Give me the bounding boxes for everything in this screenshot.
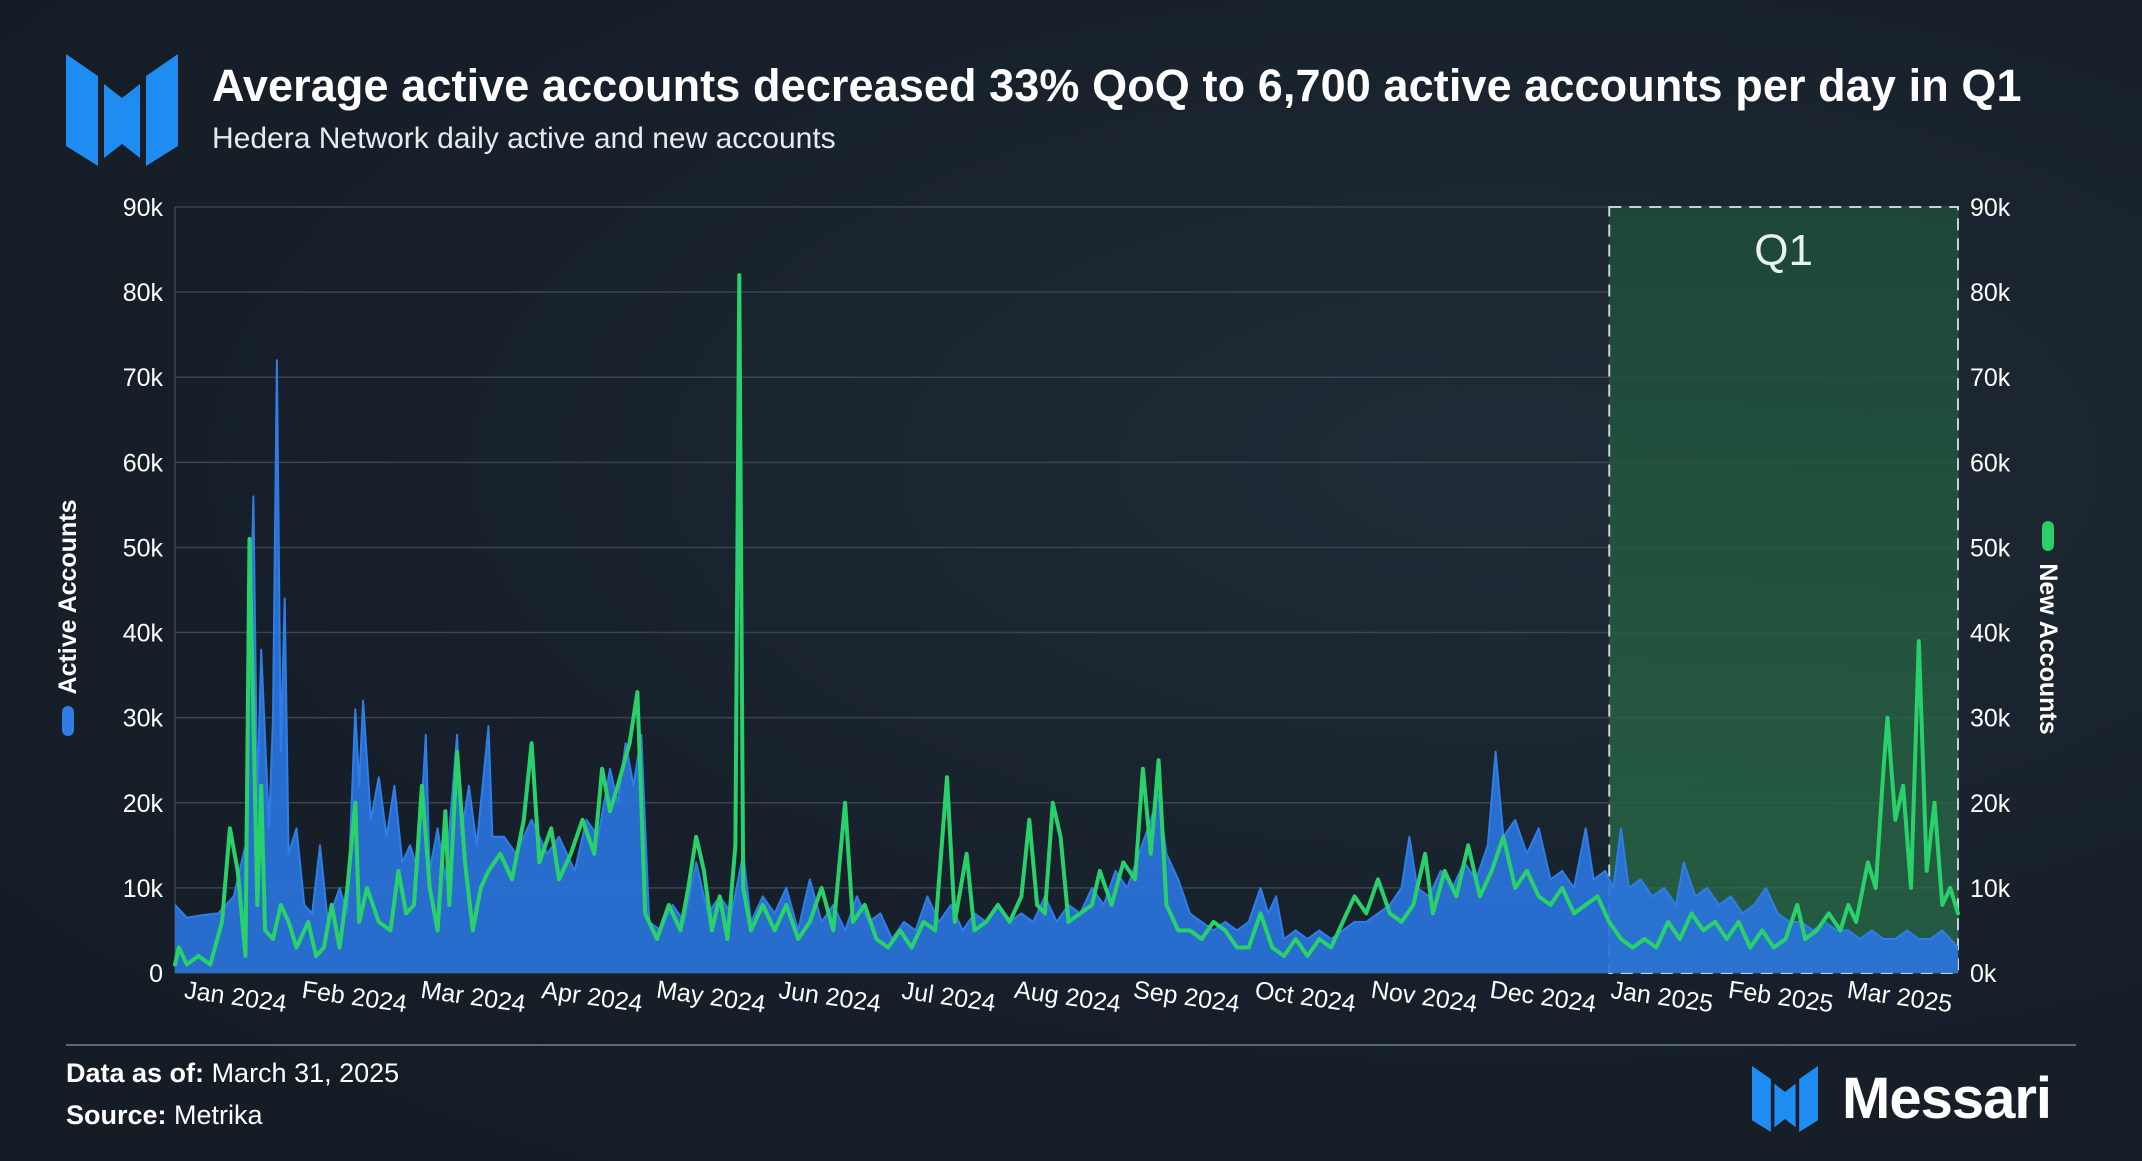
- x-tick-label: Jun 2024: [777, 976, 883, 1018]
- y-tick-right-label: 70k: [1970, 364, 2011, 392]
- y-tick-right-label: 40k: [1970, 620, 2011, 648]
- data-as-of-label: Data as of:: [66, 1058, 205, 1088]
- new-accounts-series: [173, 273, 1960, 967]
- chart-area: Q1 0 10k 20k 30k 40k 50k 60k 70k 80k 90k 0k 10k 20k…: [0, 180, 2142, 1050]
- active-accounts-legend-swatch: [62, 706, 74, 737]
- x-tick-label: Nov 2024: [1369, 976, 1479, 1019]
- y-tick-right-label: 60k: [1970, 449, 2011, 477]
- brand-name: Messari: [1842, 1066, 2052, 1131]
- data-as-of: Data as of: March 31, 2025: [66, 1058, 399, 1089]
- source-value: Metrika: [174, 1100, 263, 1130]
- q1-highlight: Q1: [1608, 206, 1959, 974]
- x-tick-label: Feb 2025: [1727, 976, 1836, 1018]
- x-tick-label: Oct 2024: [1253, 976, 1357, 1018]
- y-tick-right-label: 30k: [1970, 705, 2011, 733]
- messari-brand-icon: [1752, 1066, 1818, 1132]
- y-tick-left-label: 50k: [123, 534, 164, 562]
- chart-title: Average active accounts decreased 33% Qo…: [212, 60, 2022, 111]
- y-tick-right-label: 90k: [1970, 194, 2011, 222]
- x-tick-label: Jan 2024: [183, 976, 289, 1018]
- y-tick-right-label: 80k: [1970, 279, 2011, 307]
- source-label: Source:: [66, 1100, 167, 1130]
- x-tick-label: Sep 2024: [1132, 976, 1242, 1019]
- y-tick-left-label: 30k: [123, 705, 164, 733]
- y-axis-right-ticks: 0k 10k 20k 30k 40k 50k 60k 70k 80k 90k: [1970, 194, 2011, 988]
- y-tick-right-label: 50k: [1970, 534, 2011, 562]
- x-tick-label: Feb 2024: [300, 976, 409, 1018]
- y-tick-left-label: 60k: [123, 449, 164, 477]
- x-tick-label: Jul 2024: [900, 977, 998, 1018]
- y-axis-left-label: Active Accounts: [48, 488, 88, 748]
- x-tick-label: Jan 2025: [1609, 976, 1715, 1018]
- y-tick-left-label: 70k: [123, 364, 164, 392]
- new-accounts-line: [173, 273, 1960, 967]
- y-axis-left-title: Active Accounts: [53, 499, 82, 695]
- y-axis-right-label: New Accounts: [2028, 498, 2068, 758]
- chart-subtitle: Hedera Network daily active and new acco…: [212, 122, 836, 155]
- y-tick-left-label: 10k: [123, 875, 164, 903]
- y-tick-left-label: 20k: [123, 790, 164, 818]
- x-tick-label: Mar 2024: [419, 976, 528, 1018]
- y-tick-right-label: 20k: [1970, 790, 2011, 818]
- data-as-of-value: March 31, 2025: [211, 1058, 400, 1088]
- source: Source: Metrika: [66, 1100, 263, 1131]
- y-tick-right-label: 10k: [1970, 875, 2011, 903]
- q1-highlight-box: [1608, 206, 1959, 974]
- chart-header: Average active accounts decreased 33% Qo…: [0, 0, 2142, 200]
- messari-logo-icon: [66, 54, 178, 166]
- q1-highlight-label: Q1: [1754, 226, 1813, 275]
- new-accounts-legend-swatch: [2042, 521, 2054, 552]
- y-tick-right-label: 0k: [1970, 960, 1997, 988]
- y-tick-left-label: 40k: [123, 620, 164, 648]
- y-tick-left-label: 0: [149, 960, 163, 988]
- x-tick-label: Dec 2024: [1488, 976, 1598, 1019]
- y-axis-right-title: New Accounts: [2034, 563, 2063, 735]
- y-axis-left-ticks: 0 10k 20k 30k 40k 50k 60k 70k 80k 90k: [123, 194, 164, 988]
- x-tick-label: Aug 2024: [1013, 976, 1123, 1019]
- footer-divider: [66, 1044, 2076, 1046]
- x-axis-ticks: Jan 2024 Feb 2024 Mar 2024 Apr 2024 May 2024…: [183, 976, 1954, 1019]
- y-tick-left-label: 90k: [123, 194, 164, 222]
- x-tick-label: May 2024: [655, 976, 768, 1019]
- x-tick-label: Mar 2025: [1845, 976, 1953, 1018]
- brand-logo: Messari: [1752, 1064, 2082, 1134]
- x-tick-label: Apr 2024: [540, 976, 644, 1018]
- y-tick-left-label: 80k: [123, 279, 164, 307]
- chart-svg: Q1 0 10k 20k 30k 40k 50k 60k 70k 80k 90k 0k 10k 20k…: [123, 194, 2011, 1019]
- active-accounts-area: [175, 360, 1958, 973]
